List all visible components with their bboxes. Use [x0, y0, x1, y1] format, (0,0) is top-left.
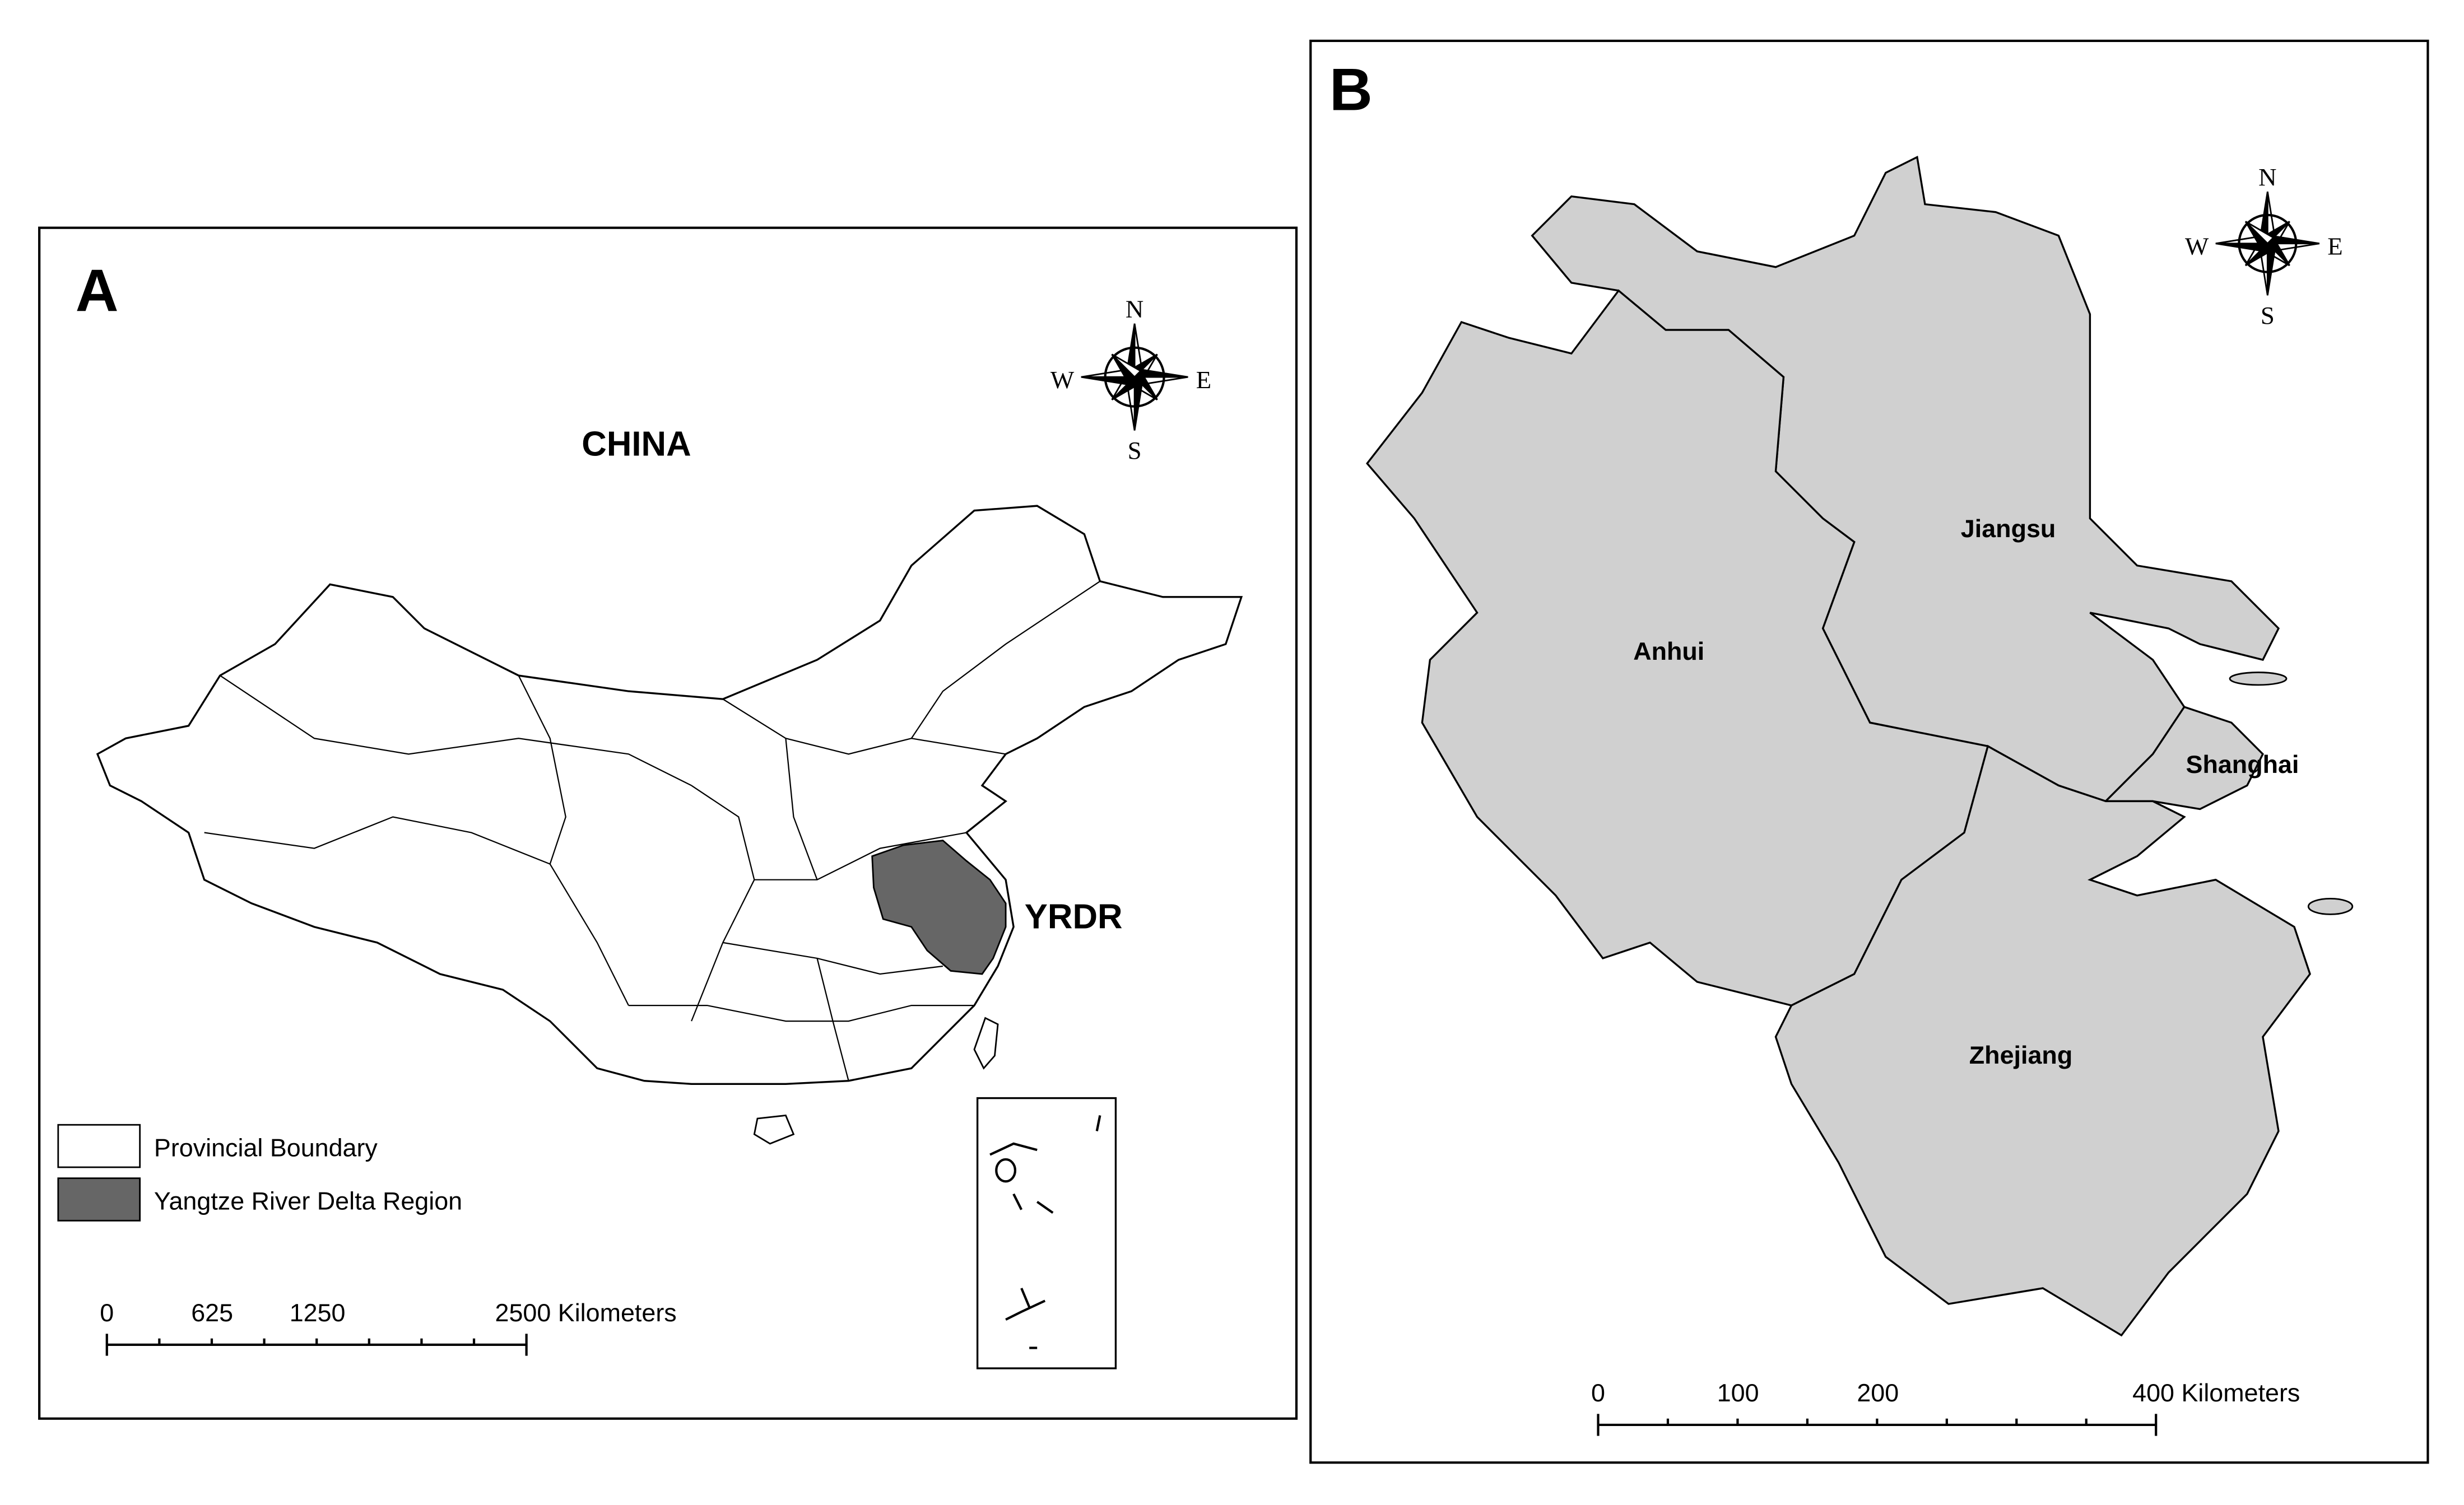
compass-letter: E: [2327, 232, 2342, 260]
legend-label: Yangtze River Delta Region: [154, 1187, 462, 1215]
compass-letter: W: [2185, 232, 2209, 260]
panel-label: A: [76, 257, 119, 324]
compass-point: [1111, 353, 1142, 379]
taiwan: [973, 1017, 999, 1070]
scale-label: 1250: [290, 1298, 346, 1327]
compass-letter: S: [2261, 301, 2275, 329]
panel-a-frame: [38, 226, 1298, 1420]
compass-ring: [2238, 213, 2298, 273]
island: [2307, 897, 2354, 915]
map-title: CHINA: [582, 425, 691, 463]
compass-point: [2245, 221, 2275, 245]
compass-letter: S: [1128, 436, 1142, 464]
provincial-boundary: [785, 738, 818, 880]
region-label: YRDR: [1025, 898, 1123, 936]
scale-label: 200: [1857, 1378, 1899, 1407]
provincial-boundary: [910, 580, 1101, 739]
scale-label: 400 Kilometers: [2132, 1378, 2300, 1407]
scale-label: 0: [100, 1298, 114, 1327]
yrd-region: [871, 840, 1007, 975]
province-label: Zhejiang: [1969, 1041, 2072, 1069]
provincial-boundary: [722, 698, 1006, 755]
province: [1774, 744, 2311, 1337]
provincial-boundary: [220, 675, 692, 786]
compass-letter: N: [1126, 295, 1143, 323]
hainan: [753, 1114, 795, 1145]
province-label: Shanghai: [2186, 750, 2299, 779]
province-label: Jiangsu: [1961, 514, 2056, 543]
provincial-boundary: [518, 675, 566, 864]
provincial-boundary: [204, 816, 629, 1006]
compass-letter: E: [1196, 366, 1211, 394]
compass-letter: N: [2258, 163, 2276, 191]
legend-swatch: [57, 1124, 141, 1168]
inset-island: [1095, 1115, 1101, 1131]
scale-label: 625: [191, 1298, 233, 1327]
provincial-boundary: [754, 832, 967, 880]
compass-rose: N E S W: [1050, 295, 1211, 464]
inset-island: [989, 1142, 1038, 1156]
inset-island: [1012, 1193, 1023, 1210]
provincial-boundary: [628, 1004, 975, 1022]
panel-label: B: [1329, 56, 1373, 123]
scale-label: 0: [1591, 1378, 1605, 1407]
inset-frame: [976, 1097, 1117, 1369]
compass-rose: N E S W: [2185, 163, 2343, 329]
inset-island: [1020, 1288, 1031, 1308]
inset-island: [995, 1158, 1017, 1183]
scale-label: 100: [1717, 1378, 1759, 1407]
scale-label: 2500 Kilometers: [495, 1298, 677, 1327]
inset-island: [1036, 1200, 1054, 1214]
compass-ring: [1104, 346, 1165, 408]
island: [2229, 672, 2288, 686]
legend-swatch: [57, 1177, 141, 1222]
legend-label: Provincial Boundary: [154, 1133, 378, 1162]
provincial-boundary: [723, 942, 943, 975]
compass-letter: W: [1050, 366, 1075, 394]
province-label: Anhui: [1633, 637, 1704, 665]
inset-island: [1005, 1299, 1046, 1321]
panel-b-frame: [1309, 39, 2429, 1464]
